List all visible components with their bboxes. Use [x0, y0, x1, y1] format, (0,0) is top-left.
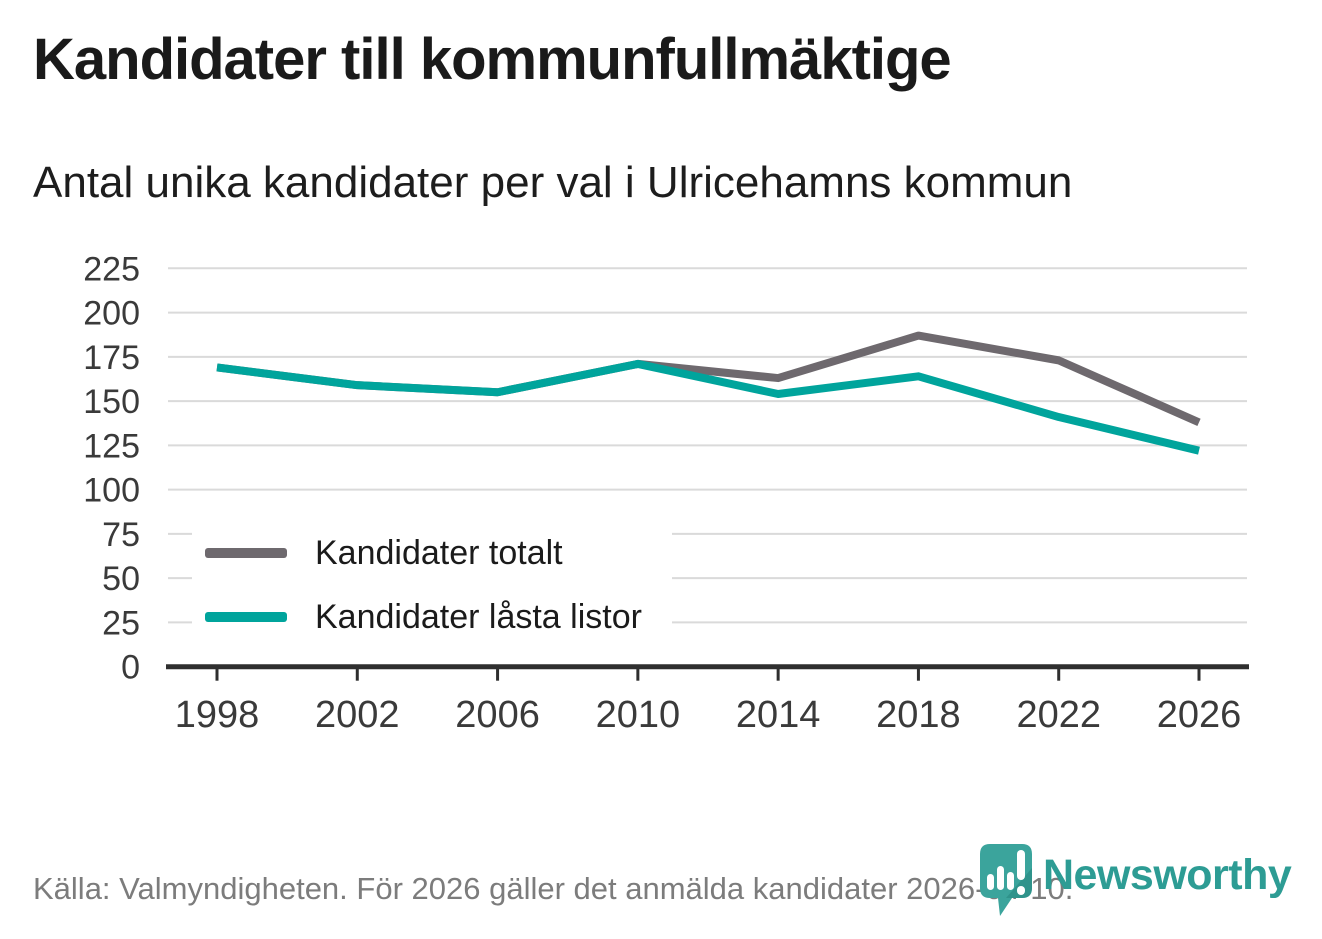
y-axis-label-100: 100 [83, 472, 140, 510]
x-axis-label-2006: 2006 [455, 694, 540, 736]
chart-title: Kandidater till kommunfullmäktige [33, 27, 952, 92]
x-axis-label-2026: 2026 [1157, 694, 1242, 736]
x-axis-label-2014: 2014 [736, 694, 821, 736]
x-axis-label-2022: 2022 [1016, 694, 1101, 736]
newsworthy-logo: Newsworthy [978, 841, 1292, 919]
legend-label-kandidater-totalt: Kandidater totalt [315, 534, 563, 572]
legend-item-kandidater-totalt: Kandidater totalt [205, 532, 642, 575]
chart-legend: Kandidater totalt Kandidater låsta listo… [192, 520, 672, 652]
x-axis-label-2018: 2018 [876, 694, 961, 736]
source-note: Källa: Valmyndigheten. För 2026 gäller d… [33, 871, 1074, 906]
chart-subtitle: Antal unika kandidater per val i Ulriceh… [33, 158, 1073, 207]
y-axis-label-25: 25 [102, 604, 140, 642]
y-axis-label-50: 50 [102, 560, 140, 598]
y-axis-label-125: 125 [83, 427, 140, 465]
legend-swatch-kandidater-lasta-listor [205, 611, 287, 622]
y-axis-label-0: 0 [121, 649, 140, 687]
newsworthy-speech-bubble-bar-chart-icon [980, 844, 1032, 916]
newsworthy-wordmark: Newsworthy [1043, 851, 1292, 899]
legend-label-kandidater-lasta-listor: Kandidater låsta listor [315, 597, 642, 636]
series-line-kandidater-l-sta-listor [216, 359, 1200, 455]
y-axis-label-200: 200 [83, 295, 140, 333]
y-axis-label-75: 75 [102, 516, 140, 554]
x-axis-label-2010: 2010 [596, 694, 681, 736]
x-axis-label-2002: 2002 [315, 694, 400, 736]
legend-item-kandidater-lasta-listor: Kandidater låsta listor [205, 596, 642, 639]
y-axis-label-225: 225 [83, 250, 140, 288]
y-axis-label-150: 150 [83, 383, 140, 421]
legend-swatch-kandidater-totalt [205, 548, 287, 559]
x-axis-label-1998: 1998 [175, 694, 260, 736]
y-axis-label-175: 175 [83, 339, 140, 377]
